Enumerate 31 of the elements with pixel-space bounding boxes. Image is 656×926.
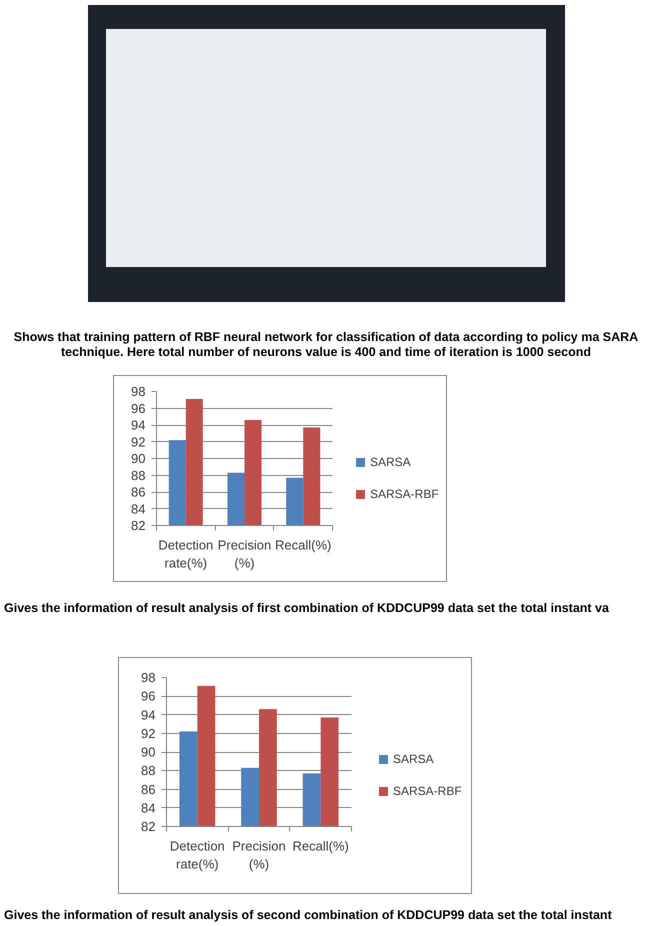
y-tick-label: 86 [141, 782, 156, 797]
y-tick-label: 92 [141, 726, 156, 741]
y-tick-label: 88 [131, 468, 146, 483]
y-tick-label: 94 [141, 707, 156, 722]
y-tick-label: 96 [131, 400, 146, 416]
y-tick-label: 82 [131, 518, 146, 533]
text: Gives the information of result analysis of second combination of KDDCUP99 data set the total instant [4, 908, 612, 923]
y-tick-label: 98 [131, 384, 146, 399]
y-tick-label: 96 [141, 688, 156, 704]
y-tick-label: 84 [131, 501, 146, 516]
legend-label: SARSA-RBF [393, 782, 462, 800]
y-tick-label: 92 [131, 434, 146, 450]
x-tick-label: Precision (%) [218, 538, 272, 570]
y-tick-label: 98 [141, 670, 156, 685]
x-tick-label: Precision (%) [232, 838, 286, 872]
text: Shows that training pattern of RBF neural network for classification of data according to policy ma SARA technique. Here total number of neurons value is 400 and time of iteration is 1000 second [12, 330, 640, 360]
text: Gives the information of result analysis of first combination of KDDCUP99 data set the total instant va [4, 601, 609, 616]
x-tick-label: Detection rate(%) [158, 538, 214, 570]
x-tick-label: Recall(%) [292, 838, 349, 854]
y-tick-label: 84 [141, 800, 156, 816]
y-tick-label: 94 [131, 418, 146, 432]
legend-label: SARSA [370, 454, 411, 472]
y-tick-label: 90 [131, 451, 146, 466]
y-tick-label: 82 [141, 819, 156, 834]
legend-label: SARSA [393, 751, 434, 768]
legend-label: SARSA-RBF [370, 486, 439, 502]
y-tick-label: 90 [141, 744, 156, 760]
x-tick-label: Detection rate(%) [170, 838, 225, 872]
x-tick-label: Recall(%) [274, 538, 332, 552]
y-tick-label: 86 [131, 484, 146, 500]
y-tick-label: 88 [141, 763, 156, 778]
